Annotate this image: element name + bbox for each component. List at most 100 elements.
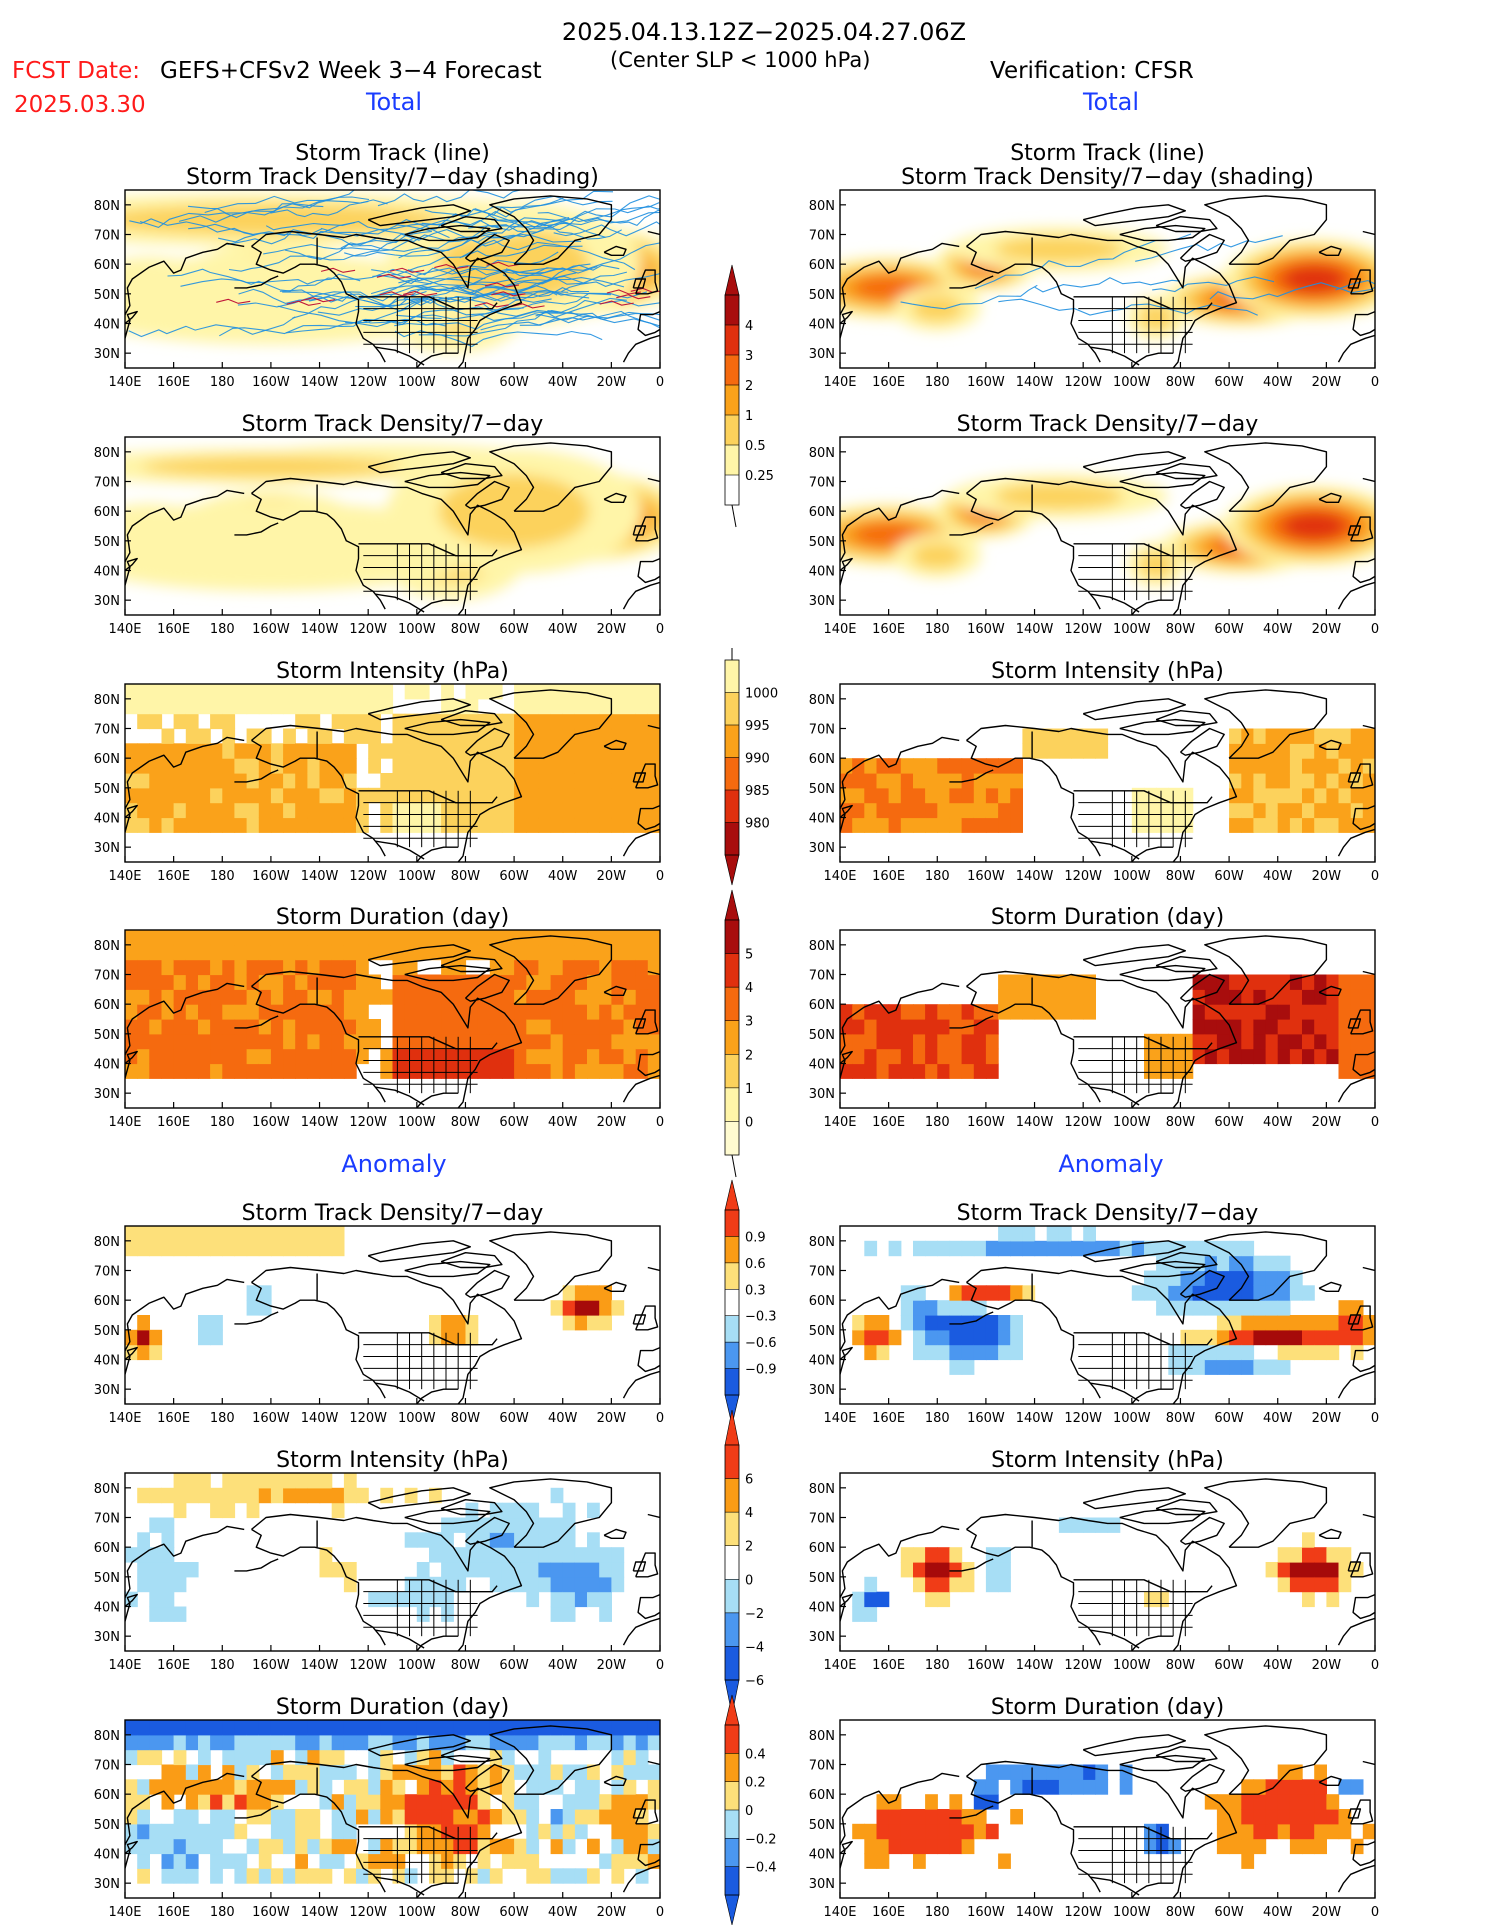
lon-tick-label: 100W	[398, 375, 436, 390]
lat-tick-label: 30N	[809, 1877, 835, 1892]
lon-tick-label: 120W	[349, 622, 387, 637]
criterion-label: (Center SLP < 1000 hPa)	[610, 48, 870, 72]
lon-tick-label: 40W	[1263, 1115, 1293, 1130]
panel-total-duration-fcst: Storm Duration (day) 140E 160E 180 160W 140W 1…	[94, 905, 664, 1130]
lon-tick-label: 160E	[157, 869, 190, 884]
lat-tick-label: 40N	[94, 318, 120, 333]
lon-tick-label: 40W	[548, 869, 578, 884]
lon-tick-label: 0	[656, 1115, 664, 1130]
lon-tick-label: 120W	[1064, 622, 1102, 637]
lon-tick-label: 160E	[872, 1411, 905, 1426]
lon-tick-label: 0	[656, 622, 664, 637]
lon-tick-label: 80W	[451, 869, 481, 884]
lon-tick-label: 160E	[872, 1905, 905, 1920]
colorbar-tick-label: 4	[745, 1506, 753, 1521]
lon-tick-label: 100W	[398, 869, 436, 884]
lon-tick-label: 180	[925, 1411, 950, 1426]
date-range-title: 2025.04.13.12Z−2025.04.27.06Z	[562, 18, 966, 46]
panel-total-track-fcst: Storm Track (line)Storm Track Density/7−…	[94, 141, 664, 390]
colorbar-duration-total: 5 4 3 2 1 0	[724, 889, 753, 1178]
panel-title: Storm Track (line)	[295, 141, 490, 166]
lat-tick-label: 60N	[94, 998, 120, 1013]
lon-tick-label: 140W	[1016, 622, 1054, 637]
lat-tick-label: 70N	[809, 1265, 835, 1280]
lat-tick-label: 70N	[94, 476, 120, 491]
panel-title: Storm Intensity (hPa)	[991, 1448, 1224, 1473]
lon-tick-label: 60W	[499, 622, 529, 637]
lon-tick-label: 0	[1371, 1905, 1379, 1920]
lon-tick-label: 100W	[398, 1115, 436, 1130]
lat-tick-label: 70N	[809, 723, 835, 738]
lon-tick-label: 140W	[301, 1411, 339, 1426]
panel-title: Storm Intensity (hPa)	[276, 659, 509, 684]
colorbar-tick-label: 2	[745, 1048, 753, 1063]
colorbar-tick-label: 0.25	[745, 469, 774, 484]
colorbar-tick-label: 995	[745, 719, 770, 734]
lat-tick-label: 40N	[94, 1601, 120, 1616]
panel-title: Storm Duration (day)	[991, 905, 1224, 930]
lon-tick-label: 20W	[597, 1115, 627, 1130]
panel-total-intensity-fcst: Storm Intensity (hPa) 140E 160E 180 160W 140W…	[94, 659, 664, 884]
lat-tick-label: 40N	[809, 1848, 835, 1863]
lat-tick-label: 80N	[809, 939, 835, 954]
lon-tick-label: 20W	[597, 1411, 627, 1426]
lon-tick-label: 140W	[1016, 1658, 1054, 1673]
lon-tick-label: 80W	[451, 1658, 481, 1673]
lon-tick-label: 80W	[1166, 1115, 1196, 1130]
lon-tick-label: 140W	[301, 1905, 339, 1920]
lon-tick-label: 80W	[1166, 1658, 1196, 1673]
section-anomaly-right: Anomaly	[1058, 1150, 1163, 1178]
map-field	[840, 1720, 1375, 1898]
lon-tick-label: 20W	[1312, 1658, 1342, 1673]
lon-tick-label: 160W	[967, 622, 1005, 637]
map-field	[840, 1226, 1375, 1404]
lon-tick-label: 100W	[398, 1905, 436, 1920]
lon-tick-label: 80W	[1166, 869, 1196, 884]
colorbar-intensity-total: 1000 995 990 985 980	[724, 648, 778, 886]
lat-tick-label: 70N	[94, 723, 120, 738]
lon-tick-label: 160E	[157, 1115, 190, 1130]
lon-tick-label: 120W	[1064, 375, 1102, 390]
panel-anom-density-obs: Storm Track Density/7−day 140E 160E 180 160W…	[809, 1201, 1379, 1426]
colorbar-tick-label: 5	[745, 948, 753, 963]
lon-tick-label: 20W	[1312, 1905, 1342, 1920]
colorbar-duration-anomaly: 0.4 0.2 0 −0.2 −0.4	[724, 1694, 777, 1925]
map-field	[840, 930, 1375, 1108]
lon-tick-label: 0	[1371, 1115, 1379, 1130]
lon-tick-label: 120W	[1064, 1905, 1102, 1920]
lon-tick-label: 20W	[597, 1905, 627, 1920]
lat-tick-label: 30N	[94, 1630, 120, 1645]
lon-tick-label: 160W	[252, 1411, 290, 1426]
lat-tick-label: 30N	[809, 347, 835, 362]
colorbar-tick-label: 3	[745, 1015, 753, 1030]
lat-tick-label: 40N	[809, 812, 835, 827]
lat-tick-label: 40N	[94, 812, 120, 827]
colorbar-tick-label: 0.4	[745, 1747, 766, 1762]
colorbar-tick-label: −0.9	[745, 1363, 777, 1378]
colorbar-intensity-anomaly: 6 4 2 0 −2 −4 −6	[724, 1409, 764, 1716]
lon-tick-label: 160E	[872, 1115, 905, 1130]
lat-tick-label: 70N	[94, 969, 120, 984]
panel-title: Storm Track Density/7−day (shading)	[901, 165, 1314, 190]
lat-tick-label: 80N	[809, 1482, 835, 1497]
lon-tick-label: 180	[925, 1905, 950, 1920]
lat-tick-label: 50N	[809, 1818, 835, 1833]
map-field	[840, 684, 1375, 862]
colorbar-tick-label: 4	[745, 981, 753, 996]
section-total-left: Total	[365, 88, 422, 116]
lon-tick-label: 160W	[967, 1411, 1005, 1426]
map-field	[125, 437, 660, 615]
lon-tick-label: 100W	[1113, 1411, 1151, 1426]
lon-tick-label: 140W	[1016, 869, 1054, 884]
lat-tick-label: 70N	[809, 969, 835, 984]
colorbar-tick-label: −0.2	[745, 1832, 777, 1847]
lon-tick-label: 100W	[1113, 1905, 1151, 1920]
lon-tick-label: 60W	[1214, 1658, 1244, 1673]
lon-tick-label: 0	[1371, 622, 1379, 637]
lon-tick-label: 40W	[1263, 1411, 1293, 1426]
map-field	[125, 190, 660, 368]
lat-tick-label: 60N	[94, 1788, 120, 1803]
lon-tick-label: 100W	[1113, 1658, 1151, 1673]
panel-title: Storm Duration (day)	[276, 1695, 509, 1720]
lat-tick-label: 30N	[809, 594, 835, 609]
